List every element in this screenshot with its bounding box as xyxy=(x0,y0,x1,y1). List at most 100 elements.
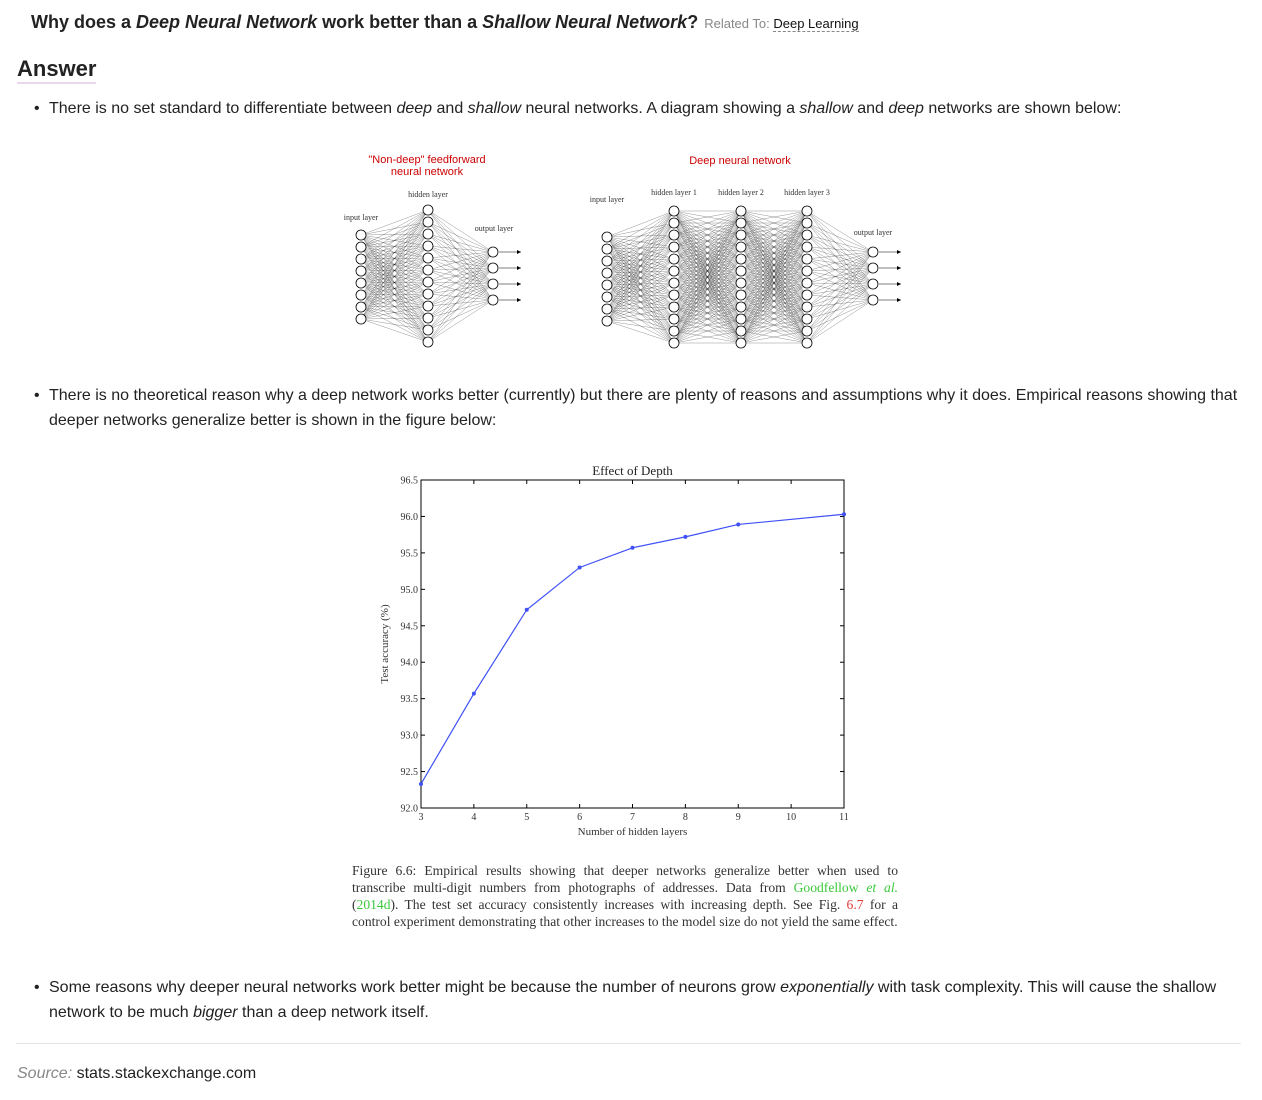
connection xyxy=(806,283,874,320)
connection xyxy=(740,210,808,236)
text-run: Figure 6.6: Empirical results showing th… xyxy=(352,863,898,895)
connection xyxy=(806,258,874,269)
connection xyxy=(427,251,494,331)
connection xyxy=(806,210,874,285)
text-run: with task complexity. This will cause th… xyxy=(49,979,1217,1021)
connection xyxy=(806,270,874,285)
connection xyxy=(740,246,808,344)
connection xyxy=(806,222,874,285)
neuron xyxy=(801,301,813,313)
figure-caption: Figure 6.6: Empirical results showing th… xyxy=(352,862,898,930)
text-run: for a control experiment demonstrating t… xyxy=(352,897,898,929)
neuron xyxy=(668,253,680,265)
neuron xyxy=(422,324,434,336)
connection xyxy=(427,299,494,307)
connection xyxy=(360,305,429,320)
layer-label: input layer xyxy=(590,195,625,204)
connection xyxy=(740,210,808,308)
neuron xyxy=(867,262,879,274)
connection xyxy=(806,210,874,269)
related-link[interactable]: Deep Learning xyxy=(773,16,859,32)
connection xyxy=(806,258,874,285)
data-point xyxy=(419,781,423,786)
arrow-head xyxy=(517,266,521,270)
connection xyxy=(806,251,874,308)
text-run: There is no set standard to differentiat… xyxy=(49,100,397,117)
arrow-head xyxy=(897,282,901,286)
neuron xyxy=(668,301,680,313)
connection xyxy=(673,270,742,344)
connection xyxy=(360,209,429,236)
neuron xyxy=(355,253,367,265)
connection xyxy=(806,251,874,332)
x-tick-label: 10 xyxy=(786,812,796,823)
connection xyxy=(673,210,742,224)
connection xyxy=(360,209,429,284)
text-run: ). The test set accuracy consistently in… xyxy=(390,897,847,912)
x-tick-label: 11 xyxy=(839,812,849,823)
connection xyxy=(427,299,494,319)
neuron xyxy=(801,337,813,349)
neuron xyxy=(601,231,613,243)
layer-label: hidden layer 3 xyxy=(784,188,830,197)
y-tick-label: 96.0 xyxy=(401,512,419,523)
neuron xyxy=(422,312,434,324)
connection xyxy=(427,251,494,307)
text-run: than a deep network itself. xyxy=(237,1004,429,1021)
connection xyxy=(806,222,874,253)
source-link[interactable]: stats.stackexchange.com xyxy=(76,1065,257,1082)
connection xyxy=(806,283,874,344)
neuron xyxy=(735,265,747,277)
text-run: et al. xyxy=(866,880,898,895)
y-tick-label: 95.5 xyxy=(401,548,419,559)
connection xyxy=(606,270,675,322)
text-run: neural networks. A diagram showing a xyxy=(521,100,800,117)
x-axis-label: Number of hidden layers xyxy=(578,826,688,838)
connection xyxy=(427,251,494,295)
connection xyxy=(740,318,808,344)
neuron xyxy=(801,217,813,229)
data-point xyxy=(577,565,582,570)
diagram-title: Deep neural network xyxy=(689,155,791,167)
y-tick-label: 96.5 xyxy=(401,476,419,487)
layer-label: output layer xyxy=(854,228,893,237)
y-axis-label: Test accuracy (%) xyxy=(379,604,391,684)
connection xyxy=(427,267,494,331)
connection xyxy=(606,294,675,322)
connection xyxy=(427,283,494,331)
connection xyxy=(360,269,429,320)
connection xyxy=(806,251,874,272)
connection xyxy=(806,267,874,344)
neuron xyxy=(601,291,613,303)
connection xyxy=(673,294,742,344)
connection xyxy=(740,282,808,344)
connection xyxy=(740,210,808,224)
neuron xyxy=(487,246,499,258)
connection xyxy=(740,306,808,344)
connection xyxy=(427,257,494,269)
neuron xyxy=(801,241,813,253)
text-run: Why does a xyxy=(31,12,137,32)
connection xyxy=(427,251,494,343)
connection xyxy=(427,251,494,319)
connection xyxy=(360,317,429,320)
bullet: There is no set standard to differentiat… xyxy=(34,96,1244,121)
connection xyxy=(673,210,742,260)
network-diagram: "Non-deep" feedforward neural network hi… xyxy=(344,154,901,349)
neuron xyxy=(668,241,680,253)
neuron xyxy=(735,253,747,265)
chart-title: Effect of Depth xyxy=(592,463,673,478)
x-tick-label: 9 xyxy=(736,812,741,823)
connection xyxy=(360,245,429,320)
related: Related To: Deep Learning xyxy=(704,16,859,32)
connection xyxy=(673,330,742,344)
text-run: and xyxy=(852,100,889,117)
connection xyxy=(427,233,494,285)
neuron xyxy=(668,337,680,349)
neuron xyxy=(668,265,680,277)
connection xyxy=(427,283,494,307)
neuron xyxy=(601,279,613,291)
layer-label: output layer xyxy=(475,224,514,233)
connection xyxy=(673,210,742,248)
connection xyxy=(740,210,808,332)
